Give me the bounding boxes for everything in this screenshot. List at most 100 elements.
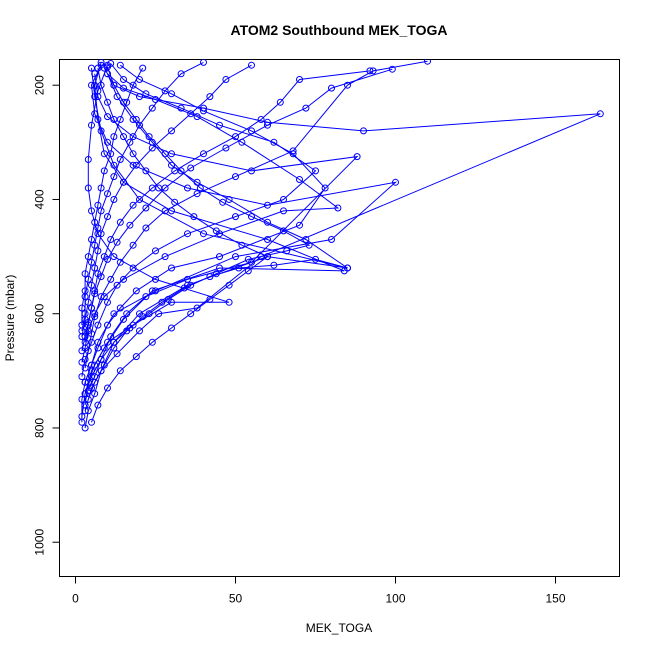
data-point: [110, 338, 118, 346]
y-tick-label: 600: [33, 303, 47, 323]
data-point: [104, 190, 111, 198]
data-point: [328, 84, 335, 92]
data-point: [78, 304, 86, 312]
data-point: [168, 127, 175, 135]
series-9: [78, 60, 319, 381]
data-point: [113, 238, 121, 246]
data-point: [187, 310, 195, 318]
data-point: [81, 355, 89, 363]
data-point: [97, 230, 105, 238]
data-point: [244, 255, 252, 263]
data-point: [116, 304, 124, 312]
data-point: [276, 98, 284, 106]
data-point: [81, 287, 89, 295]
data-point: [187, 281, 195, 289]
data-point: [353, 153, 361, 161]
data-point: [328, 236, 335, 243]
data-point: [200, 230, 207, 238]
data-point: [94, 201, 102, 209]
data-point: [94, 270, 102, 278]
x-tick-label: 50: [229, 592, 243, 606]
data-point: [270, 138, 278, 146]
data-point: [200, 150, 207, 158]
data-point: [120, 84, 127, 92]
data-point: [200, 59, 207, 66]
data-point: [142, 167, 150, 175]
data-point: [168, 90, 175, 98]
data-point: [180, 284, 188, 292]
data-point: [94, 344, 102, 352]
data-point: [168, 264, 175, 272]
data-point: [302, 236, 310, 243]
data-point: [168, 324, 175, 332]
x-tick-label: 150: [545, 592, 565, 606]
data-layer: [78, 59, 604, 432]
data-point: [88, 418, 95, 426]
data-point: [161, 207, 169, 215]
chart-title: ATOM2 Southbound MEK_TOGA: [231, 22, 448, 38]
data-point: [110, 116, 118, 123]
data-point: [91, 218, 99, 226]
data-point: [129, 241, 137, 249]
data-point: [193, 304, 201, 312]
data-point: [344, 264, 351, 272]
data-point: [88, 361, 95, 369]
data-point: [104, 298, 111, 306]
data-point: [81, 407, 89, 415]
data-point: [107, 150, 115, 158]
data-point: [91, 390, 99, 398]
data-point: [305, 241, 313, 249]
series-15: [78, 64, 147, 329]
data-point: [232, 133, 239, 141]
data-point: [91, 264, 99, 272]
series-7: [78, 70, 342, 366]
y-tick-label: 1000: [33, 529, 47, 556]
data-point: [81, 270, 89, 278]
data-point: [187, 164, 195, 172]
data-point: [88, 81, 95, 89]
data-point: [244, 267, 252, 275]
data-point: [148, 138, 156, 146]
data-point: [81, 424, 89, 432]
data-point: [366, 67, 374, 75]
data-point: [110, 253, 118, 261]
series-line: [84, 66, 311, 394]
data-point: [88, 258, 95, 266]
data-point: [206, 273, 214, 281]
data-point: [225, 298, 233, 306]
data-point: [84, 253, 92, 261]
series-line: [84, 70, 370, 343]
x-axis: 0 50 100 150: [72, 576, 566, 606]
data-point: [88, 304, 95, 312]
data-point: [232, 253, 239, 261]
series-line: [84, 65, 230, 406]
series-17: [81, 63, 313, 398]
data-point: [107, 333, 115, 341]
data-point: [264, 201, 271, 209]
data-point: [196, 184, 204, 192]
data-point: [257, 116, 265, 123]
data-point: [312, 167, 319, 175]
data-point: [388, 65, 396, 73]
data-point: [129, 201, 137, 209]
data-point: [184, 184, 191, 192]
data-point: [116, 258, 124, 266]
data-point: [296, 176, 303, 183]
data-point: [120, 315, 127, 323]
series-line: [84, 67, 601, 411]
data-point: [120, 275, 127, 283]
data-point: [91, 378, 99, 386]
data-point: [97, 207, 105, 215]
data-point: [129, 81, 137, 89]
data-point: [104, 113, 111, 121]
data-point: [81, 338, 89, 346]
data-point: [235, 264, 243, 272]
series-10: [81, 59, 431, 372]
series-14: [78, 59, 207, 335]
data-point: [107, 275, 115, 283]
data-point: [88, 207, 95, 215]
data-point: [369, 67, 377, 75]
x-tick-label: 100: [385, 592, 405, 606]
data-point: [97, 81, 105, 89]
